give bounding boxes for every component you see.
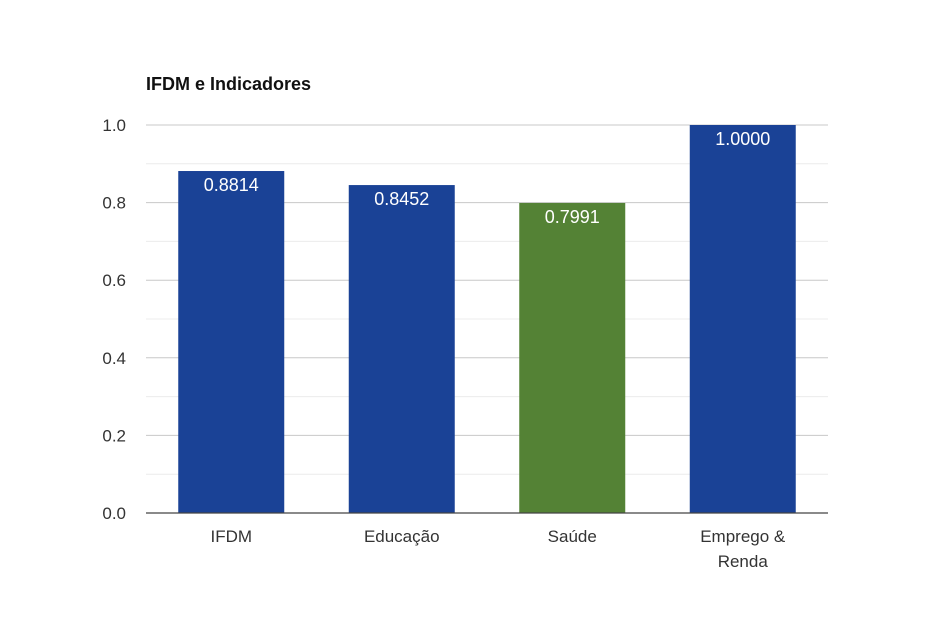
y-axis-ticks: 0.0 0.2 0.4 0.6 0.8 1.0 [102,116,126,523]
x-tick-label: Renda [718,552,769,571]
bar [348,185,455,514]
y-tick-label: 0.0 [102,504,126,523]
y-tick-label: 0.4 [102,349,126,368]
bars [178,125,796,514]
x-tick-label: Educação [364,527,440,546]
y-tick-label: 0.8 [102,194,126,213]
data-labels: 0.8814 0.8452 0.7991 1.0000 [204,129,771,227]
data-label: 0.7991 [545,207,600,227]
y-tick-label: 1.0 [102,116,126,135]
data-label: 0.8814 [204,175,259,195]
x-tick-label: IFDM [210,527,252,546]
x-tick-label: Emprego & [700,527,786,546]
x-tick-label: Saúde [548,527,597,546]
chart-title: IFDM e Indicadores [146,74,311,94]
y-tick-label: 0.6 [102,271,126,290]
x-axis-labels: IFDM Educação Saúde Emprego & Renda [210,527,785,571]
bar [178,171,285,514]
y-tick-label: 0.2 [102,426,126,445]
data-label: 1.0000 [715,129,770,149]
data-label: 0.8452 [374,189,429,209]
bar [689,125,796,513]
bar [519,202,626,513]
